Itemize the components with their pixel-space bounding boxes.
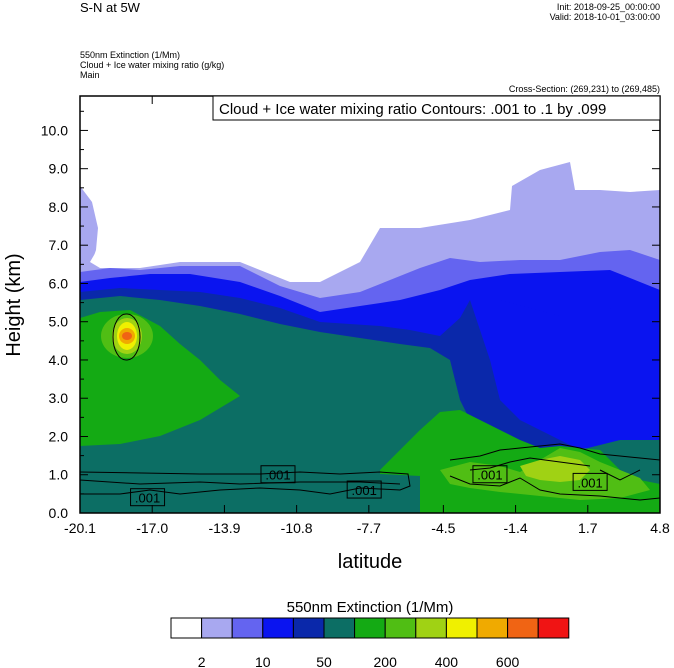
x-tick-label: 1.7	[578, 520, 598, 536]
colorbar-swatch	[354, 617, 386, 639]
mixing-ratio-contours	[80, 313, 660, 501]
plot-title: S-N at 5W	[80, 0, 140, 15]
colorbar-label: 600	[496, 654, 520, 668]
y-tick-label: 4.0	[49, 352, 69, 368]
y-tick-label: 7.0	[49, 237, 69, 253]
colorbar-swatch	[537, 617, 570, 639]
colorbar-label: 200	[374, 654, 398, 668]
colorbar-swatch	[231, 617, 264, 639]
y-tick-label: 6.0	[49, 275, 69, 291]
field-line-domain: Main	[80, 70, 100, 80]
x-tick-label: -20.1	[64, 520, 96, 536]
contour-label: .001	[135, 491, 160, 506]
colorbar-label: 400	[435, 654, 459, 668]
x-tick-label: -13.9	[208, 520, 240, 536]
colorbar-label: 10	[255, 654, 271, 668]
colorbar-swatch	[384, 617, 417, 639]
contour-label: .001	[477, 468, 502, 483]
contour-label: .001	[265, 468, 290, 483]
contour-label: .001	[577, 475, 602, 490]
valid-time: Valid: 2018-10-01_03:00:00	[549, 12, 660, 22]
x-axis-title: latitude	[338, 551, 403, 573]
colorbar-swatch	[415, 617, 447, 639]
contour-labels: .001 .001 .001 .001 .001	[130, 465, 608, 507]
x-tick-label: -4.5	[431, 520, 455, 536]
contour-label-box	[260, 465, 296, 484]
contour-label-box	[130, 488, 166, 507]
field-line-mixing-ratio: Cloud + Ice water mixing ratio (g/kg)	[80, 60, 225, 70]
x-tick-label: -7.7	[357, 520, 381, 536]
y-tick-label: 5.0	[49, 314, 69, 330]
colorbar-swatch	[507, 617, 539, 639]
colorbar: 2 10 50 200 400 600	[170, 617, 570, 668]
y-tick-label: 2.0	[49, 428, 69, 444]
x-tick-label: 4.8	[650, 520, 670, 536]
colorbar-swatch	[476, 617, 509, 639]
y-tick-label: 8.0	[49, 199, 69, 215]
contour-label-box	[472, 465, 508, 484]
extinction-field	[80, 96, 660, 513]
colorbar-swatch	[170, 617, 203, 639]
contour-label-box	[346, 480, 382, 499]
colorbar-swatch	[445, 617, 478, 639]
y-axis-title: Height (km)	[3, 253, 25, 356]
colorbar-label: 50	[316, 654, 332, 668]
cross-section-label: Cross-Section: (269,231) to (269,485)	[508, 84, 660, 94]
init-time: Init: 2018-09-25_00:00:00	[556, 2, 660, 12]
y-tick-label: 3.0	[49, 390, 69, 406]
axis-ticks: -20.1 -17.0 -13.9 -10.8 -7.7 -4.5 -1.4 1.7 4.8 0.…	[41, 96, 670, 536]
colorbar-swatch	[262, 617, 294, 639]
contour-label: .001	[352, 483, 377, 498]
contour-label-box	[572, 472, 608, 491]
contour-title: Cloud + Ice water mixing ratio Contours:…	[219, 101, 606, 118]
x-tick-label: -10.8	[281, 520, 313, 536]
y-tick-label: 9.0	[49, 161, 69, 177]
x-tick-label: -1.4	[504, 520, 528, 536]
x-tick-label: -17.0	[136, 520, 168, 536]
field-list: 550nm Extinction (1/Mm) Cloud + Ice wate…	[80, 50, 224, 80]
y-tick-label: 0.0	[49, 505, 69, 521]
colorbar-label: 2	[198, 654, 206, 668]
field-line-extinction: 550nm Extinction (1/Mm)	[80, 50, 181, 60]
y-tick-label: 10.0	[41, 122, 68, 138]
colorbar-swatch	[201, 617, 233, 639]
y-tick-label: 1.0	[49, 467, 69, 483]
colorbar-swatch	[292, 617, 325, 639]
colorbar-title: 550nm Extinction (1/Mm)	[287, 599, 454, 616]
colorbar-swatch	[323, 617, 356, 639]
contour-title-box	[212, 95, 661, 121]
